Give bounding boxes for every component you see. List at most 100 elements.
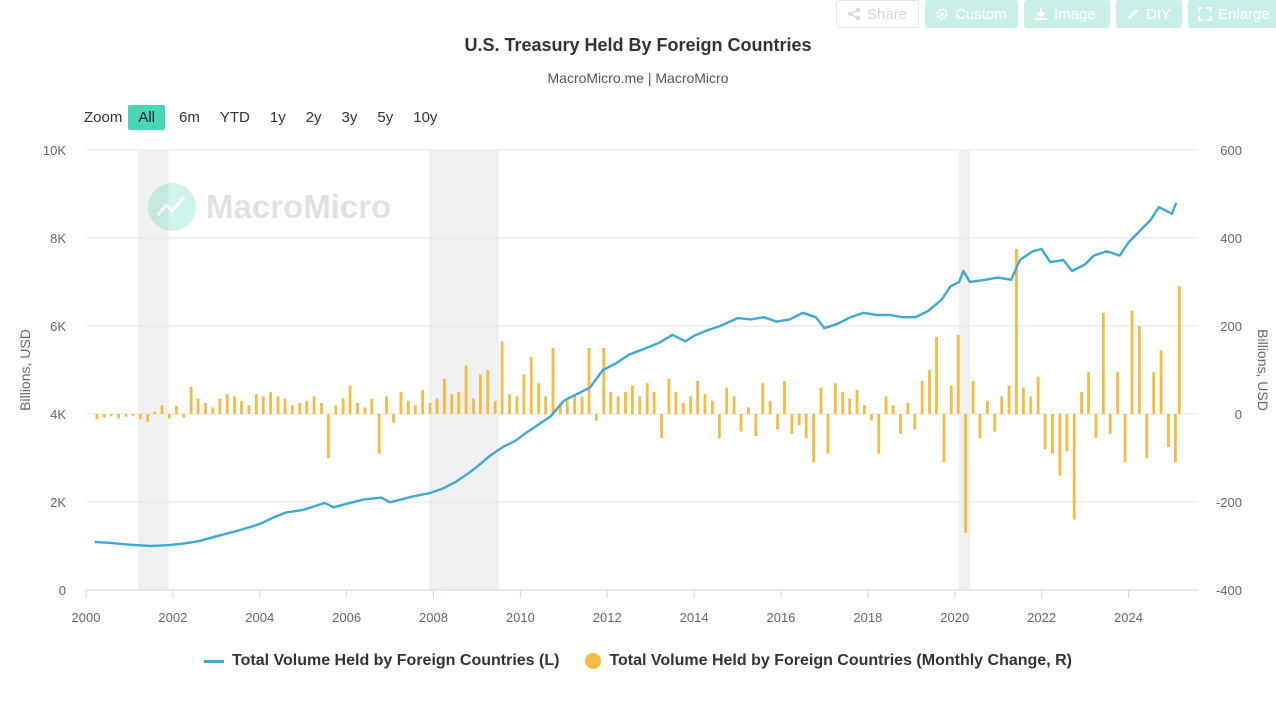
monthly-change-bar <box>609 392 613 414</box>
monthly-change-bar <box>377 414 381 454</box>
monthly-change-bar <box>863 405 866 414</box>
x-tick-label: 2008 <box>419 610 448 625</box>
custom-button[interactable]: Custom <box>925 0 1018 28</box>
monthly-change-bar <box>725 387 729 414</box>
y-left-tick-label: 4K <box>50 407 66 422</box>
monthly-change-bar <box>1177 286 1181 414</box>
gear-icon <box>936 8 948 20</box>
zoom-ytd-button[interactable]: YTD <box>219 109 250 126</box>
x-tick-label: 2018 <box>853 610 882 625</box>
zoom-2y-button[interactable]: 2y <box>305 109 322 126</box>
monthly-change-bar <box>435 398 439 414</box>
monthly-change-bar <box>717 414 721 439</box>
monthly-change-bar <box>254 394 258 414</box>
x-tick-label: 2006 <box>332 610 361 625</box>
x-tick-label: 2004 <box>245 610 274 625</box>
monthly-change-bar <box>1029 396 1033 414</box>
zoom-10y-button[interactable]: 10y <box>413 109 438 126</box>
recession-bands <box>138 150 970 590</box>
legend-item-monthly-change[interactable]: Total Volume Held by Foreign Countries (… <box>585 652 1072 670</box>
monthly-change-bar <box>515 396 519 414</box>
monthly-change-bar <box>1065 414 1069 452</box>
monthly-change-bar <box>747 407 750 414</box>
monthly-change-bar <box>732 396 736 414</box>
monthly-change-bar <box>225 394 229 414</box>
x-tick-label: 2002 <box>158 610 187 625</box>
monthly-change-bar <box>305 400 309 414</box>
monthly-change-bar <box>109 414 113 417</box>
y-left-tick-label: 6K <box>50 319 66 334</box>
monthly-change-bars <box>95 249 1181 533</box>
share-icon <box>848 8 860 20</box>
total-volume-line-path <box>94 202 1178 548</box>
monthly-change-bar <box>233 396 236 414</box>
image-button[interactable]: Image <box>1024 0 1110 28</box>
legend-item-total-volume[interactable]: Total Volume Held by Foreign Countries (… <box>204 652 559 670</box>
monthly-change-bar <box>841 392 845 414</box>
monthly-change-bar <box>160 405 164 414</box>
monthly-change-bar <box>891 405 895 414</box>
zoom-5y-button[interactable]: 5y <box>377 109 394 126</box>
x-tick-label: 2016 <box>767 610 796 625</box>
monthly-change-bar <box>341 398 345 414</box>
monthly-change-bar <box>645 383 649 414</box>
monthly-change-bar <box>240 400 243 414</box>
monthly-change-bar <box>783 381 786 414</box>
watermark-logo-icon <box>148 183 196 231</box>
y-left-tick-label: 0 <box>59 583 66 598</box>
monthly-change-bar <box>182 414 186 418</box>
chart-toolbar: Share Custom Image DIY Enlarge <box>836 0 1276 28</box>
monthly-change-bar <box>1007 385 1011 414</box>
monthly-change-bar <box>537 383 541 414</box>
monthly-change-bar <box>1167 414 1170 447</box>
diy-label: DIY <box>1146 5 1172 23</box>
monthly-change-bar <box>261 396 265 414</box>
recession-band <box>959 150 970 590</box>
zoom-1y-button[interactable]: 1y <box>269 109 286 126</box>
monthly-change-bar <box>204 403 207 414</box>
chart-subtitle: MacroMicro.me | MacroMicro <box>547 70 729 86</box>
monthly-change-bar <box>1123 414 1127 463</box>
monthly-change-bar <box>833 383 837 414</box>
monthly-change-bar <box>218 398 222 414</box>
monthly-change-bar <box>573 394 577 414</box>
share-button[interactable]: Share <box>836 0 919 28</box>
monthly-change-bar <box>558 403 562 414</box>
monthly-change-bar <box>326 414 330 458</box>
monthly-change-bar <box>580 396 584 414</box>
zoom-6m-button[interactable]: 6m <box>179 109 200 126</box>
monthly-change-bar <box>168 414 171 419</box>
zoom-all-button[interactable]: All <box>128 105 166 130</box>
monthly-change-bar <box>1000 396 1004 414</box>
enlarge-button[interactable]: Enlarge <box>1188 0 1276 28</box>
monthly-change-bar <box>312 396 316 414</box>
monthly-change-bar <box>153 411 157 414</box>
zoom-3y-button[interactable]: 3y <box>341 109 358 126</box>
total-volume-line <box>94 202 1178 548</box>
diy-button[interactable]: DIY <box>1116 0 1182 28</box>
monthly-change-bar <box>1094 414 1098 439</box>
monthly-change-bar <box>544 396 547 414</box>
monthly-change-bar <box>421 389 425 414</box>
monthly-change-bar <box>464 365 468 414</box>
monthly-change-bar <box>131 414 135 416</box>
monthly-change-bar <box>971 381 975 414</box>
monthly-change-bar <box>1036 376 1040 414</box>
legend-dot-marker <box>585 653 602 669</box>
y-left-axis-title: Billions, USD <box>17 329 33 411</box>
share-label: Share <box>867 5 908 23</box>
monthly-change-bar <box>631 385 634 414</box>
monthly-change-bar <box>652 392 656 414</box>
monthly-change-bar <box>768 400 772 414</box>
zoom-label: Zoom <box>84 109 123 126</box>
monthly-change-bar <box>370 398 374 414</box>
legend-label-monthly-change: Total Volume Held by Foreign Countries (… <box>609 652 1072 669</box>
monthly-change-bar <box>1174 414 1177 463</box>
monthly-change-bar <box>956 334 960 414</box>
monthly-change-bar <box>508 394 511 414</box>
chart-title: U.S. Treasury Held By Foreign Countries <box>464 35 812 55</box>
monthly-change-bar <box>1072 414 1076 520</box>
monthly-change-bar <box>189 386 193 414</box>
axes: 0 -400 2K -200 4K 0 6K 200 8K 400 10K 600 2000 2002 20… <box>17 143 1271 625</box>
monthly-change-bar <box>667 378 671 414</box>
